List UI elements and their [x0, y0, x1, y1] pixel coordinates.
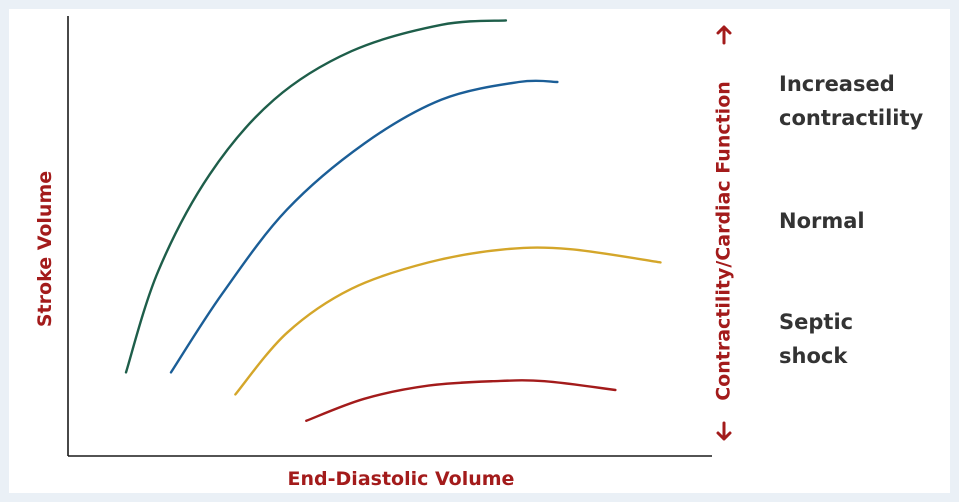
series-line-2	[169, 79, 559, 374]
frank-starling-chart: End-Diastolic Volume Stroke Volume Contr…	[9, 9, 950, 493]
label-increased-line2: contractility	[779, 106, 924, 130]
arrow-down-icon	[716, 421, 732, 441]
y-axis-title: Stroke Volume	[34, 171, 56, 327]
contractility-axis-title: Contractility/Cardiac Function	[713, 81, 735, 401]
label-septic-line1: Septic	[779, 310, 853, 334]
label-normal: Normal	[779, 209, 865, 233]
series-line-1	[124, 19, 508, 374]
series-line-3	[234, 246, 662, 396]
label-septic-line2: shock	[779, 344, 848, 368]
chart-svg: End-Diastolic Volume Stroke Volume Contr…	[34, 16, 924, 490]
series-curves	[124, 19, 662, 422]
label-increased-line1: Increased	[779, 72, 895, 96]
arrow-up-icon	[716, 25, 732, 45]
series-line-4	[305, 379, 617, 422]
x-axis-title: End-Diastolic Volume	[288, 468, 515, 490]
